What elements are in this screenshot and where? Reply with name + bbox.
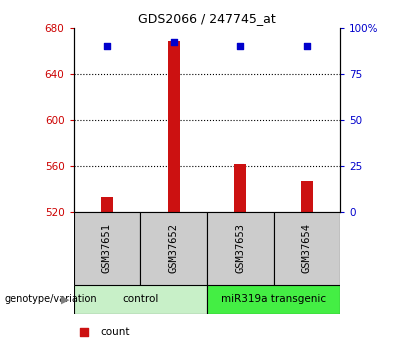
Bar xyxy=(140,212,207,285)
Bar xyxy=(207,285,340,314)
Text: GSM37654: GSM37654 xyxy=(302,224,312,273)
Text: miR319a transgenic: miR319a transgenic xyxy=(221,294,326,304)
Point xyxy=(103,43,110,49)
Bar xyxy=(207,212,273,285)
Point xyxy=(237,43,244,49)
Bar xyxy=(168,41,179,212)
Text: genotype/variation: genotype/variation xyxy=(4,294,97,304)
Point xyxy=(170,40,177,45)
Bar xyxy=(74,285,207,314)
Bar xyxy=(273,212,340,285)
Text: GSM37652: GSM37652 xyxy=(168,224,178,273)
Text: count: count xyxy=(100,327,130,337)
Bar xyxy=(301,181,313,212)
Bar xyxy=(74,212,140,285)
Text: GSM37653: GSM37653 xyxy=(235,224,245,273)
Title: GDS2066 / 247745_at: GDS2066 / 247745_at xyxy=(138,12,276,25)
Point xyxy=(304,43,310,49)
Text: GSM37651: GSM37651 xyxy=(102,224,112,273)
Text: control: control xyxy=(122,294,158,304)
Bar xyxy=(101,197,113,212)
Point xyxy=(81,330,87,335)
Bar xyxy=(234,164,246,212)
Text: ▶: ▶ xyxy=(61,294,69,304)
